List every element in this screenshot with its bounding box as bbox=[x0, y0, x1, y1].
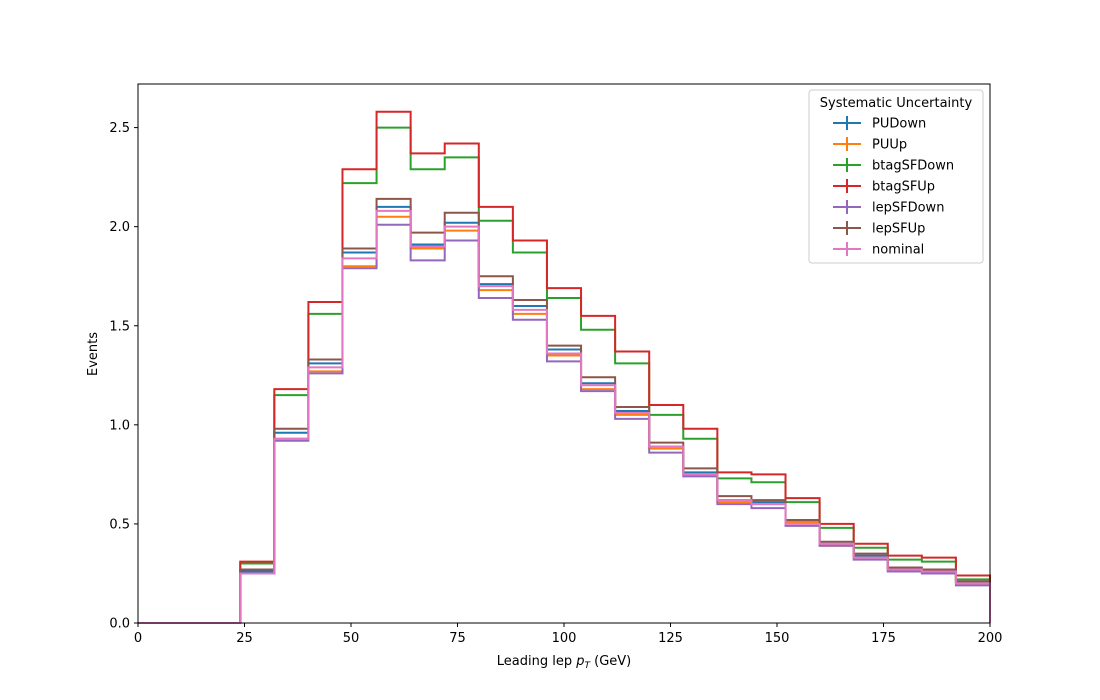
legend-label: nominal bbox=[872, 243, 924, 258]
x-tick-label: 50 bbox=[343, 631, 360, 646]
legend-box bbox=[808, 89, 984, 264]
legend: Systematic Uncertainty PUDown PUUp btagSFD… bbox=[808, 89, 984, 264]
legend-item-PUUp: PUUp bbox=[833, 137, 907, 153]
x-axis-label-suffix: (GeV) bbox=[590, 654, 631, 669]
x-tick-label: 125 bbox=[658, 631, 683, 646]
legend-item-btagSFDown: btagSFDown bbox=[833, 158, 954, 174]
y-tick-label: 2.5 bbox=[109, 121, 130, 136]
x-tick-label: 150 bbox=[765, 631, 790, 646]
x-tick-label: 0 bbox=[134, 631, 142, 646]
legend-item-btagSFUp: btagSFUp bbox=[833, 179, 935, 195]
legend-label: PUDown bbox=[872, 117, 926, 132]
legend-label: lepSFDown bbox=[872, 201, 944, 216]
x-tick-label: 175 bbox=[871, 631, 896, 646]
y-tick-label: 0.0 bbox=[109, 617, 130, 632]
legend-item-lepSFUp: lepSFUp bbox=[833, 221, 925, 237]
y-axis-ticks: 0.0 0.5 1.0 1.5 2.0 2.5 bbox=[109, 121, 138, 632]
series-line-nominal bbox=[138, 209, 991, 624]
y-axis-label: Events bbox=[86, 332, 101, 376]
x-tick-label: 200 bbox=[978, 631, 1003, 646]
legend-label: btagSFUp bbox=[872, 180, 935, 195]
x-axis-label-variable: p bbox=[575, 654, 584, 669]
legend-entries: PUDown PUUp btagSFDown btagSFUp lepSFDown lep… bbox=[833, 116, 954, 258]
x-axis-label-subscript: T bbox=[584, 661, 591, 671]
legend-label: PUUp bbox=[872, 138, 907, 153]
x-tick-label: 100 bbox=[552, 631, 577, 646]
x-axis-label: Leading lep pT (GeV) bbox=[497, 654, 631, 671]
y-tick-label: 1.5 bbox=[109, 319, 130, 334]
legend-label: lepSFUp bbox=[872, 222, 925, 237]
legend-item-lepSFDown: lepSFDown bbox=[833, 200, 944, 216]
legend-item-PUDown: PUDown bbox=[833, 116, 926, 132]
y-tick-label: 0.5 bbox=[109, 517, 130, 532]
x-tick-label: 25 bbox=[236, 631, 253, 646]
series-layer bbox=[138, 110, 991, 624]
x-axis-label-prefix: Leading lep bbox=[497, 654, 576, 669]
legend-item-nominal: nominal bbox=[833, 242, 924, 258]
y-tick-label: 1.0 bbox=[109, 418, 130, 433]
legend-title: Systematic Uncertainty bbox=[820, 96, 973, 111]
x-axis-ticks: 0 25 50 75 100 125 150 175 200 bbox=[134, 623, 1003, 646]
x-tick-label: 75 bbox=[449, 631, 466, 646]
y-tick-label: 2.0 bbox=[109, 220, 130, 235]
legend-label: btagSFDown bbox=[872, 159, 954, 174]
